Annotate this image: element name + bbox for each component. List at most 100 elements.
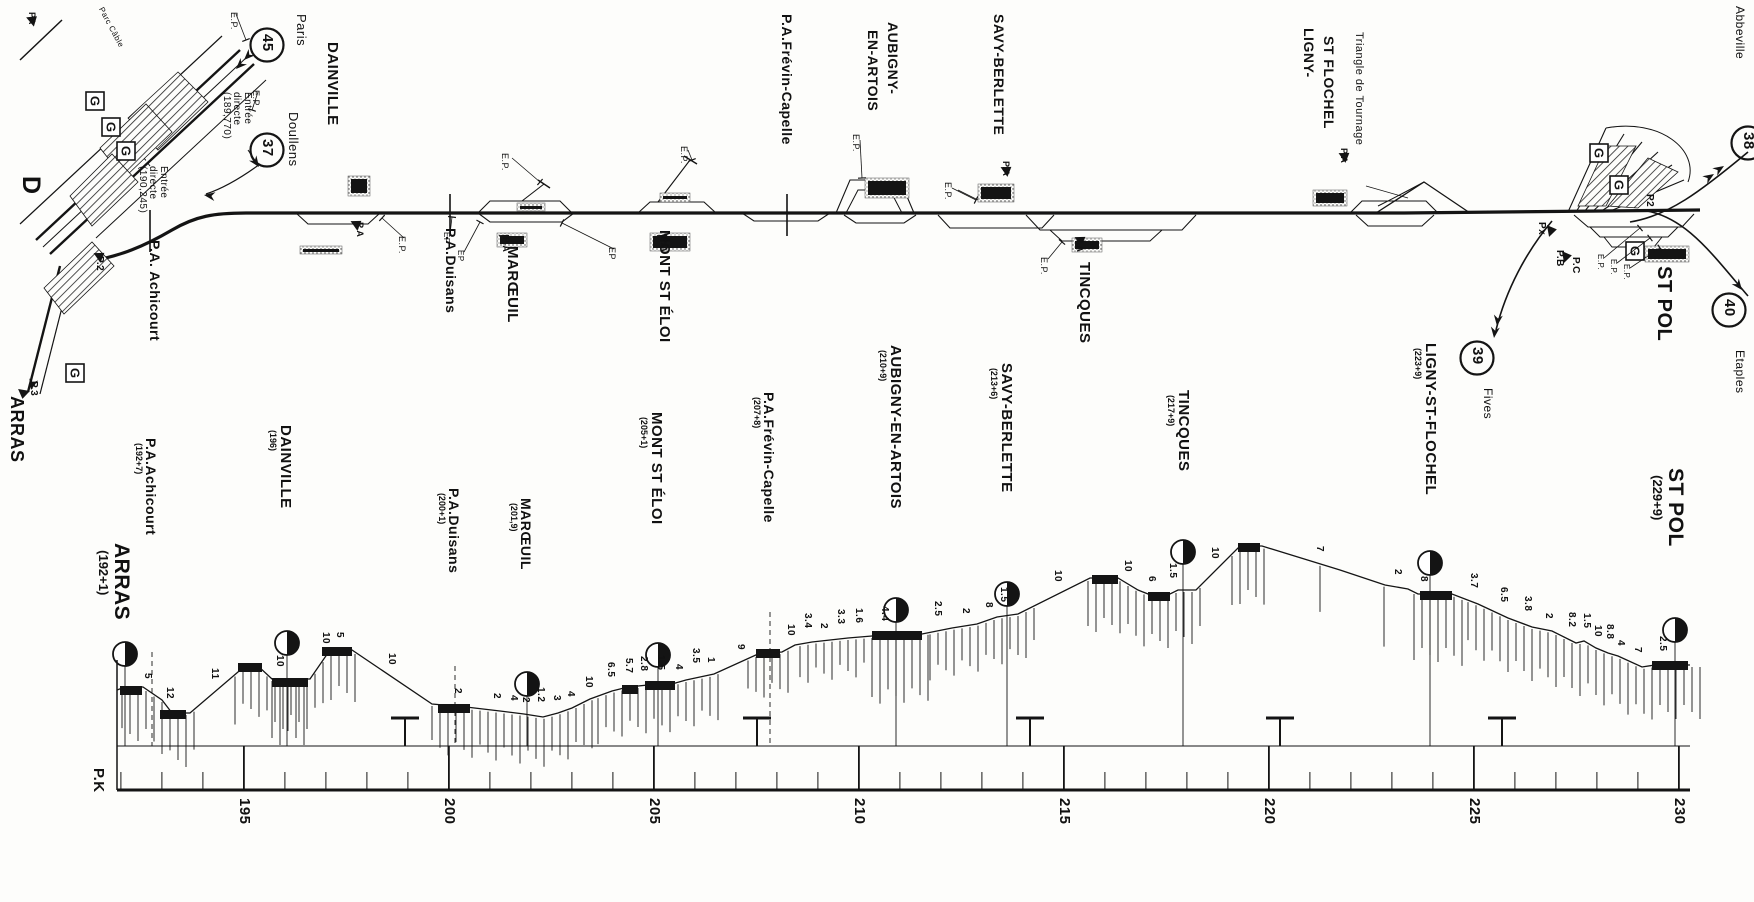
pa-triangle-marker bbox=[93, 252, 105, 263]
goods-shed-box bbox=[1625, 241, 1645, 261]
ep-end-bar bbox=[1647, 234, 1653, 242]
track-path bbox=[1573, 213, 1695, 228]
ep-14-text: E.P. bbox=[1622, 264, 1631, 281]
pb-tag-stpol: P.B bbox=[1554, 250, 1565, 267]
station-building-rect bbox=[868, 181, 906, 195]
ep-4: EP bbox=[442, 232, 451, 244]
ep-1: E.P. bbox=[229, 12, 239, 30]
pk-axis-layer bbox=[116, 660, 1690, 792]
gradient-value: 8 bbox=[1418, 576, 1429, 582]
gradient-value: 4 bbox=[508, 695, 519, 701]
gradient-value: 3.5 bbox=[690, 648, 701, 663]
ep-end-bar bbox=[248, 108, 256, 112]
track-path bbox=[95, 79, 267, 239]
gradient-value: 3 bbox=[551, 695, 562, 701]
prof-ligny-text: LIGNY-ST-FLOCHEL bbox=[1422, 343, 1439, 496]
entree-directe-2: Entrée directe (190,245) bbox=[137, 166, 169, 213]
ep-2-text: E.P. bbox=[251, 90, 261, 108]
prof-frevin-text: P.A.Frévin-Capelle bbox=[761, 392, 777, 523]
ep-2: E.P. bbox=[251, 90, 261, 108]
gradient-value-text: 5.7 bbox=[623, 657, 634, 673]
track-path bbox=[1365, 185, 1409, 199]
gradient-value-text: 8.2 bbox=[1566, 611, 1577, 627]
prof-savy-text: SAVY-BERLETTE bbox=[998, 363, 1015, 493]
prof-achicourt-pk: (192+7) bbox=[134, 442, 145, 475]
axis-number-220: 220 bbox=[1261, 798, 1278, 825]
gradient-value-text: 11 bbox=[209, 668, 220, 680]
ep-leader-line bbox=[1629, 247, 1661, 269]
track-path bbox=[477, 212, 575, 223]
goods-shed-letter: G bbox=[1592, 148, 1607, 158]
ep-end-bar bbox=[973, 196, 979, 204]
station-building-rect bbox=[303, 249, 339, 252]
gradient-value-text: 6 bbox=[1146, 576, 1157, 583]
prof-duisans: P.A.Duisans (200+1) bbox=[437, 488, 462, 573]
pa-tag-topleft-text: PA bbox=[27, 12, 37, 25]
pc-tag-stpol-text: P.C bbox=[1570, 257, 1581, 274]
station-building-rect bbox=[1075, 241, 1099, 249]
track-path bbox=[1639, 209, 1749, 297]
direction-arrowhead bbox=[29, 378, 39, 390]
track-path bbox=[477, 200, 573, 214]
pa-marker-dainville-text: P.A bbox=[355, 222, 365, 238]
abbeville-label-text: Abbeville bbox=[1733, 6, 1747, 60]
junction-num-abbeville: 38 bbox=[1740, 132, 1754, 150]
paris-label-text: Paris bbox=[294, 14, 309, 47]
ep-8: E.P. bbox=[679, 146, 689, 164]
prof-tincques-text: TINCQUES bbox=[1175, 390, 1192, 472]
gradient-value-text: 12 bbox=[164, 686, 175, 699]
prof-marceuil-pk: (201,9) bbox=[509, 502, 520, 532]
prof-aubigny-pk: (210+9) bbox=[878, 349, 889, 382]
station-top-dainville: DAINVILLE bbox=[324, 42, 341, 126]
gradient-value: 12 bbox=[164, 687, 175, 699]
yard-hatch-area bbox=[69, 153, 139, 227]
junction-number-circle bbox=[1711, 292, 1747, 328]
pa-triangle-marker bbox=[1561, 251, 1572, 263]
direction-arrowhead bbox=[1712, 166, 1724, 176]
gradient-value: 2 bbox=[452, 688, 463, 694]
level-section-rect bbox=[1652, 661, 1688, 670]
gradient-value-text: 3.7 bbox=[1468, 573, 1479, 589]
axis-number-230: 230 bbox=[1671, 798, 1688, 825]
gradient-value-text: 3.4 bbox=[802, 613, 813, 629]
gradient-value: 2 bbox=[818, 623, 829, 629]
ep-leader-line bbox=[859, 139, 863, 179]
ep-1-text: E.P. bbox=[229, 12, 239, 30]
ep-leader-line bbox=[1616, 237, 1651, 264]
ep-14: E.P. bbox=[1622, 264, 1631, 281]
ep-end-bar bbox=[559, 219, 565, 227]
gradient-value: 3.3 bbox=[835, 609, 846, 624]
gradient-value-text: 2.8 bbox=[638, 656, 649, 672]
track-path bbox=[205, 163, 261, 195]
gradient-value-text: 4 bbox=[565, 690, 576, 697]
goods-shed-box bbox=[101, 117, 121, 137]
level-section-rect bbox=[756, 649, 780, 658]
entree-directe-1: Entrée directe (189,770) bbox=[221, 92, 253, 139]
gradient-value-text: 2 bbox=[960, 607, 971, 615]
gradient-value-text: 2 bbox=[520, 696, 531, 703]
track-path bbox=[637, 201, 717, 214]
station-top-tincques-text: TINCQUES bbox=[1076, 262, 1093, 344]
gradient-value: 10 bbox=[1122, 560, 1133, 572]
pa-tag-topleft: PA bbox=[27, 12, 37, 25]
station-symbol-halffill bbox=[1007, 582, 1019, 606]
prof-ligny: LIGNY-ST-FLOCHEL (223+9) bbox=[1413, 343, 1439, 496]
track-path bbox=[1049, 229, 1163, 242]
gradient-value: 1.5 bbox=[1167, 563, 1178, 578]
prof-ligny-pk: (223+9) bbox=[1413, 347, 1424, 380]
pa-triangle-marker bbox=[26, 16, 37, 27]
track-path bbox=[1375, 181, 1471, 214]
gradient-value: 10 bbox=[1592, 625, 1603, 637]
ep-7: EP bbox=[607, 247, 617, 260]
ep-leader-line bbox=[381, 217, 405, 239]
level-section-rect bbox=[120, 686, 142, 695]
axis-number-215-text: 215 bbox=[1056, 798, 1073, 825]
pa-triangle-marker bbox=[656, 234, 668, 245]
ep-end-bar bbox=[1657, 244, 1663, 252]
gradient-value-text: 2 bbox=[1392, 569, 1403, 576]
station-top-frevin: P.A.Frévin-Capelle bbox=[779, 14, 795, 145]
station-symbol-halffill bbox=[1183, 540, 1195, 564]
gradient-value: 3.7 bbox=[1468, 573, 1479, 588]
gradient-value: 6.5 bbox=[1498, 587, 1509, 602]
ep-6: E.P. bbox=[500, 153, 510, 171]
